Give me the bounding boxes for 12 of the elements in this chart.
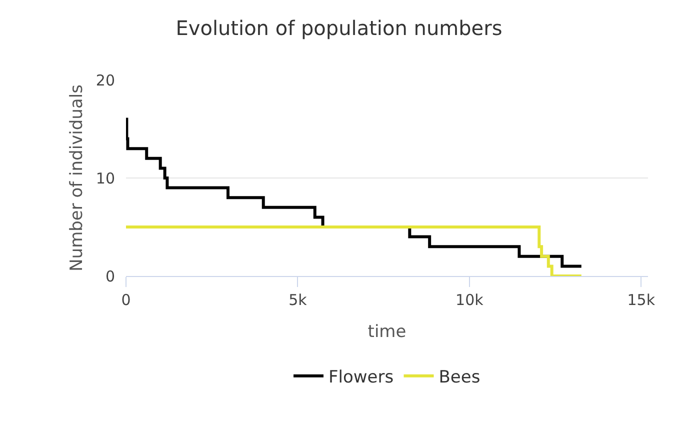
y-tick-label: 0 <box>105 267 115 286</box>
y-axis-title: Number of individuals <box>67 84 87 272</box>
legend-label: Flowers <box>328 368 394 388</box>
chart-title: Evolution of population numbers <box>176 16 502 40</box>
x-tick-label: 10k <box>456 291 484 309</box>
y-tick-label: 20 <box>96 71 115 90</box>
x-axis-title: time <box>368 322 406 342</box>
x-tick-label: 0 <box>121 291 131 309</box>
x-tick-label: 15k <box>627 291 656 309</box>
x-tick-label: 5k <box>288 291 308 309</box>
legend-label: Bees <box>438 368 480 388</box>
y-tick-label: 10 <box>96 169 115 188</box>
